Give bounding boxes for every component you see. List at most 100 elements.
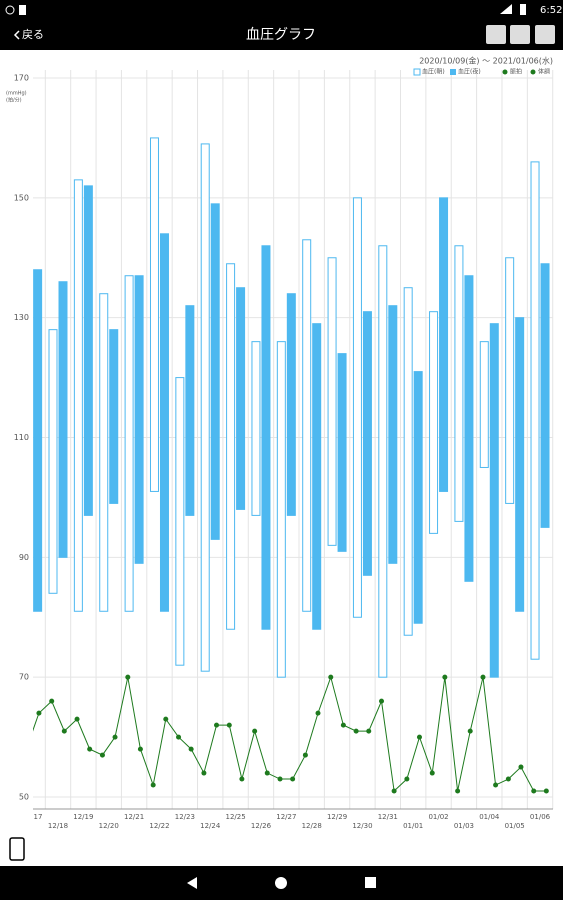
pulse-point [150, 782, 156, 788]
legend-swatch [450, 69, 456, 75]
bp-bar-hollow [454, 245, 464, 522]
nav-back[interactable] [187, 877, 197, 889]
back-button[interactable]: 戻る [22, 28, 44, 41]
bp-bar-hollow [99, 293, 109, 612]
x-tick-label: 12/20 [99, 822, 119, 830]
bp-bar-filled [236, 287, 246, 510]
pulse-point [480, 674, 486, 680]
pulse-point [493, 782, 499, 788]
pulse-point [49, 698, 55, 704]
bp-bar-filled [489, 323, 499, 678]
pulse-point [518, 764, 524, 770]
legend-label: 脈拍 [510, 68, 522, 76]
pulse-point [353, 728, 359, 734]
x-tick-label: 12/21 [124, 813, 144, 821]
x-tick-label: 12/22 [149, 822, 169, 830]
bp-bar-filled [109, 329, 119, 504]
toolbar-button[interactable] [510, 25, 530, 44]
back-chevron[interactable] [13, 30, 20, 40]
pulse-point [416, 734, 422, 740]
y-tick-label: 110 [14, 433, 29, 442]
bp-bar-filled [413, 371, 423, 624]
bp-bar-hollow [48, 329, 58, 594]
bp-bar-filled [134, 275, 144, 564]
x-tick-label: 12/31 [378, 813, 398, 821]
bp-bar-filled [464, 275, 474, 582]
battery-icon [520, 4, 526, 15]
date-range: 2020/10/09(金) ～ 2021/01/06(水) [419, 56, 553, 66]
plot [24, 70, 554, 809]
bp-bar-hollow [378, 245, 388, 678]
pulse-point [201, 770, 207, 776]
pulse-point [404, 776, 410, 782]
x-tick-label: 12/18 [48, 822, 68, 830]
x-tick-label: 01/04 [479, 813, 500, 821]
pulse-point [163, 716, 169, 722]
x-tick-label: 12/24 [200, 822, 221, 830]
bp-bar-hollow [479, 341, 489, 468]
pulse-point [239, 776, 245, 782]
x-tick-label: 12/19 [73, 813, 93, 821]
bp-bar-filled [159, 233, 169, 612]
pulse-point [252, 728, 258, 734]
y-axis-label: (mmHg) [6, 91, 27, 97]
bp-bar-filled [286, 293, 296, 516]
bp-bar-filled [540, 263, 550, 528]
bp-bar-filled [83, 185, 93, 516]
x-tick-label: 01/06 [530, 813, 551, 821]
legend-label: 血圧(夜) [458, 68, 481, 76]
toolbar-button[interactable] [486, 25, 506, 44]
pulse-point [315, 710, 321, 716]
bp-bar-hollow [530, 161, 540, 660]
bp-bar-hollow [251, 341, 261, 516]
pulse-point [87, 746, 93, 752]
bp-bar-filled [261, 245, 271, 630]
pulse-point [442, 674, 448, 680]
status-icon [5, 5, 15, 15]
toolbar-button[interactable] [535, 25, 555, 44]
pulse-point [24, 747, 29, 752]
bp-bar-filled [58, 281, 68, 558]
bp-bar-hollow [505, 257, 515, 504]
signal-icon [500, 4, 512, 14]
pulse-point [112, 734, 118, 740]
bp-bar-filled [362, 311, 372, 576]
x-tick-label: 17 [34, 813, 43, 821]
bp-bar-hollow [276, 341, 286, 678]
pulse-point [99, 752, 105, 758]
pulse-line [33, 675, 547, 793]
bp-bar-hollow [302, 239, 312, 612]
clock: 6:52 [540, 5, 562, 16]
pulse-point [226, 722, 232, 728]
pulse-point [188, 746, 194, 752]
pulse-point [137, 746, 143, 752]
pulse-point [264, 770, 270, 776]
bp-bar-hollow [403, 287, 413, 636]
pulse-point [340, 722, 346, 728]
pulse-point [302, 752, 308, 758]
y-tick-label: 70 [19, 673, 29, 682]
screen-title: 血圧グラフ [246, 27, 316, 43]
bp-bar-filled [515, 317, 525, 612]
rotate-button[interactable] [9, 837, 25, 861]
bp-bar-filled [210, 203, 220, 540]
pulse-point [290, 776, 296, 782]
legend-swatch [530, 69, 536, 75]
nav-recent[interactable] [365, 877, 376, 888]
pulse-point [366, 728, 372, 734]
bp-bar-hollow [200, 143, 210, 672]
bp-bar-filled [185, 305, 195, 516]
x-tick-label: 01/05 [505, 822, 525, 830]
nav-home[interactable] [275, 877, 287, 889]
pulse-point [505, 776, 511, 782]
pulse-point [467, 728, 473, 734]
legend-swatch [502, 69, 508, 75]
pulse-point [277, 776, 283, 782]
y-tick-label: 90 [19, 553, 29, 562]
top-bar [0, 0, 563, 50]
y-axis-label: (拍/分) [6, 97, 22, 104]
y-tick-label: 130 [14, 313, 29, 322]
pulse-point [61, 728, 67, 734]
